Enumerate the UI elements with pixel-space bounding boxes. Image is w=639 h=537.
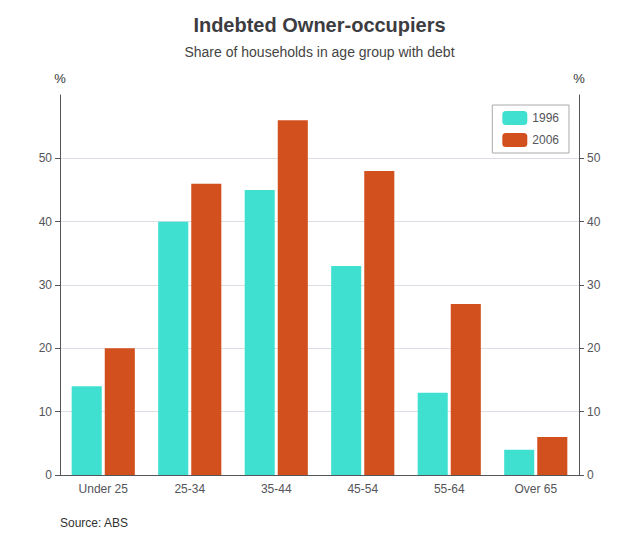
svg-text:0: 0 — [587, 468, 594, 482]
svg-text:1996: 1996 — [532, 111, 559, 125]
svg-text:40: 40 — [587, 215, 601, 229]
svg-text:20: 20 — [587, 341, 601, 355]
svg-text:%: % — [573, 71, 585, 86]
svg-text:2006: 2006 — [532, 133, 559, 147]
svg-text:10: 10 — [587, 405, 601, 419]
svg-text:25-34: 25-34 — [174, 482, 205, 496]
svg-text:Over 65: Over 65 — [514, 482, 557, 496]
svg-text:30: 30 — [587, 278, 601, 292]
svg-text:Source: ABS: Source: ABS — [60, 516, 128, 530]
svg-text:%: % — [54, 71, 66, 86]
svg-text:40: 40 — [39, 215, 53, 229]
svg-text:50: 50 — [39, 151, 53, 165]
svg-text:Under 25: Under 25 — [79, 482, 129, 496]
svg-text:55-64: 55-64 — [434, 482, 465, 496]
svg-text:0: 0 — [45, 468, 52, 482]
svg-text:Indebted Owner-occupiers: Indebted Owner-occupiers — [193, 14, 445, 36]
svg-text:10: 10 — [39, 405, 53, 419]
svg-text:30: 30 — [39, 278, 53, 292]
svg-text:35-44: 35-44 — [261, 482, 292, 496]
svg-text:50: 50 — [587, 151, 601, 165]
svg-text:20: 20 — [39, 341, 53, 355]
svg-text:Share of households in age gro: Share of households in age group with de… — [184, 44, 454, 60]
svg-text:45-54: 45-54 — [347, 482, 378, 496]
